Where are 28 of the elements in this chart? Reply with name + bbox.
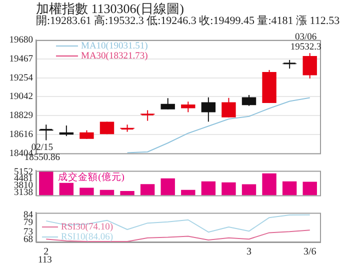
text: 113 bbox=[38, 255, 52, 266]
legend-label: RSI30(74.10) bbox=[61, 222, 113, 232]
candlestick bbox=[80, 130, 94, 140]
x-tick-label: 3/6 bbox=[303, 246, 316, 258]
annotation: 03/06 19532.3 bbox=[290, 32, 322, 53]
y-tick-label: 79 bbox=[24, 218, 34, 228]
candlestick bbox=[201, 96, 216, 122]
y-tick-label: 3138 bbox=[14, 188, 34, 198]
y-tick-label: 18829 bbox=[9, 111, 34, 122]
y-tick-label: 19680 bbox=[9, 36, 34, 46]
x-tick-label: 3 bbox=[246, 246, 252, 258]
candlestick bbox=[100, 121, 114, 135]
chart-subtitle: 開:19283.61 高:19532.3 低:19246.3 收:19499.45 量:4181 漲 112.53 bbox=[36, 15, 341, 27]
legend-label: MA10(19031.51) bbox=[81, 42, 148, 52]
y-tick-label: 68 bbox=[24, 234, 34, 245]
candlestick bbox=[222, 97, 236, 118]
legend-label: RSI10(84.06) bbox=[61, 232, 113, 242]
candlestick bbox=[262, 70, 276, 104]
candlestick bbox=[302, 52, 317, 80]
y-tick-label: 19467 bbox=[9, 54, 34, 64]
y-tick-label: 18616 bbox=[9, 130, 34, 140]
y-tick-label: 19254 bbox=[9, 73, 34, 84]
legend-label: MA30(18321.73) bbox=[81, 52, 148, 62]
chart-title: 加權指數 1130306(日線圖) bbox=[36, 1, 185, 16]
chart-title: 成交金額(億元) bbox=[58, 171, 124, 184]
candlestick bbox=[160, 98, 175, 110]
candlestick bbox=[181, 101, 196, 113]
y-tick-label: 19042 bbox=[9, 92, 34, 102]
